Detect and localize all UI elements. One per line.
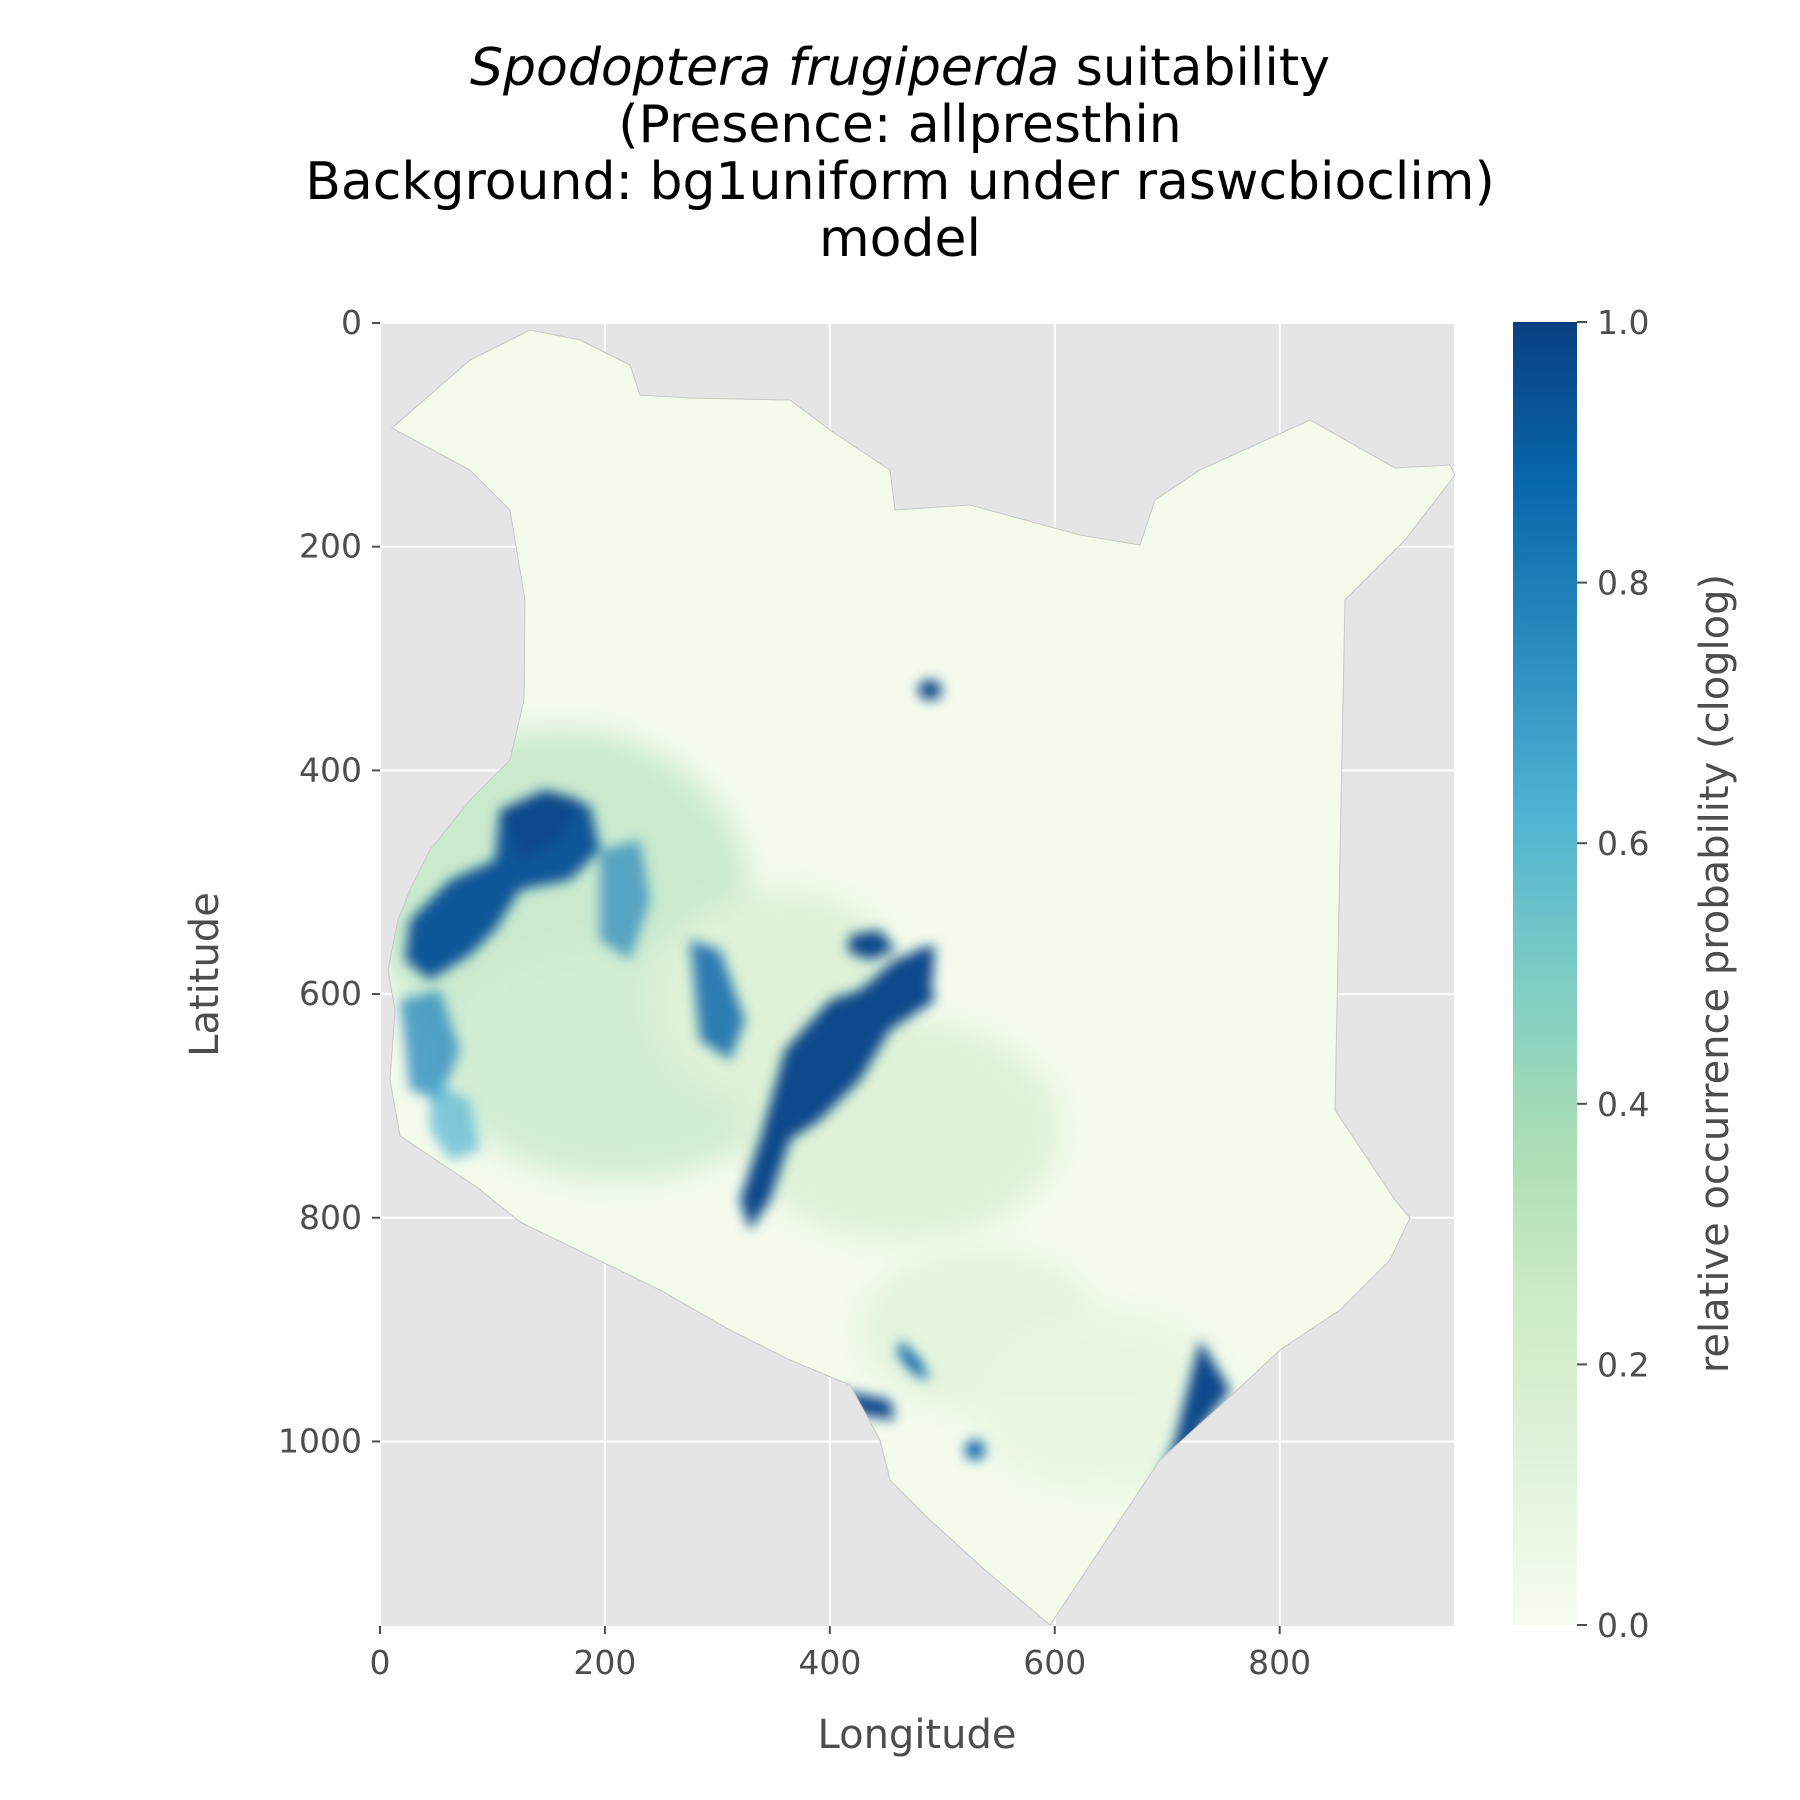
chart-title-line-4: model	[819, 209, 981, 269]
y-axis-label: Latitude	[182, 892, 228, 1057]
x-tick-label: 800	[1248, 1643, 1311, 1682]
y-tick-label: 600	[299, 974, 362, 1013]
country-outline	[387, 329, 1456, 1626]
x-tick-label: 600	[1023, 1643, 1086, 1682]
x-tick-label: 400	[798, 1643, 861, 1682]
colorbar-tick-label: 1.0	[1597, 303, 1649, 342]
chart-title-line-2: (Presence: allpresthin	[618, 95, 1182, 155]
colorbar-tick-label: 0.6	[1597, 824, 1649, 863]
colorbar-tick-label: 0.0	[1597, 1606, 1649, 1645]
y-tick-label: 1000	[278, 1421, 362, 1460]
y-tick-label: 0	[341, 303, 362, 342]
title-suffix: suitability	[1059, 38, 1330, 98]
y-axis-ticks: 0 200 400 600 800 1000	[278, 303, 380, 1460]
y-tick-label: 200	[299, 527, 362, 566]
colorbar-tick-label: 0.8	[1597, 564, 1649, 603]
x-axis-label: Longitude	[818, 1712, 1017, 1758]
x-axis-ticks: 0 200 400 600 800	[370, 1626, 1311, 1682]
x-tick-label: 0	[370, 1643, 391, 1682]
colorbar-label: relative occurrence probability (cloglog…	[1692, 574, 1738, 1373]
species-name: Spodoptera frugiperda	[470, 38, 1060, 98]
colorbar-ticks: 0.0 0.2 0.4 0.6 0.8 1.0	[1577, 303, 1649, 1645]
moderate-suitability-haze	[388, 730, 1230, 1490]
colorbar-tick-label: 0.4	[1597, 1085, 1649, 1124]
chart-title-line-1: Spodoptera frugiperda suitability	[0, 38, 1800, 98]
y-tick-label: 800	[299, 1198, 362, 1237]
chart-title-line-3: Background: bg1uniform under raswcbiocli…	[305, 152, 1495, 212]
colorbar	[1513, 322, 1577, 1625]
y-tick-label: 400	[299, 750, 362, 789]
x-tick-label: 200	[573, 1643, 636, 1682]
colorbar-tick-label: 0.2	[1597, 1345, 1649, 1384]
